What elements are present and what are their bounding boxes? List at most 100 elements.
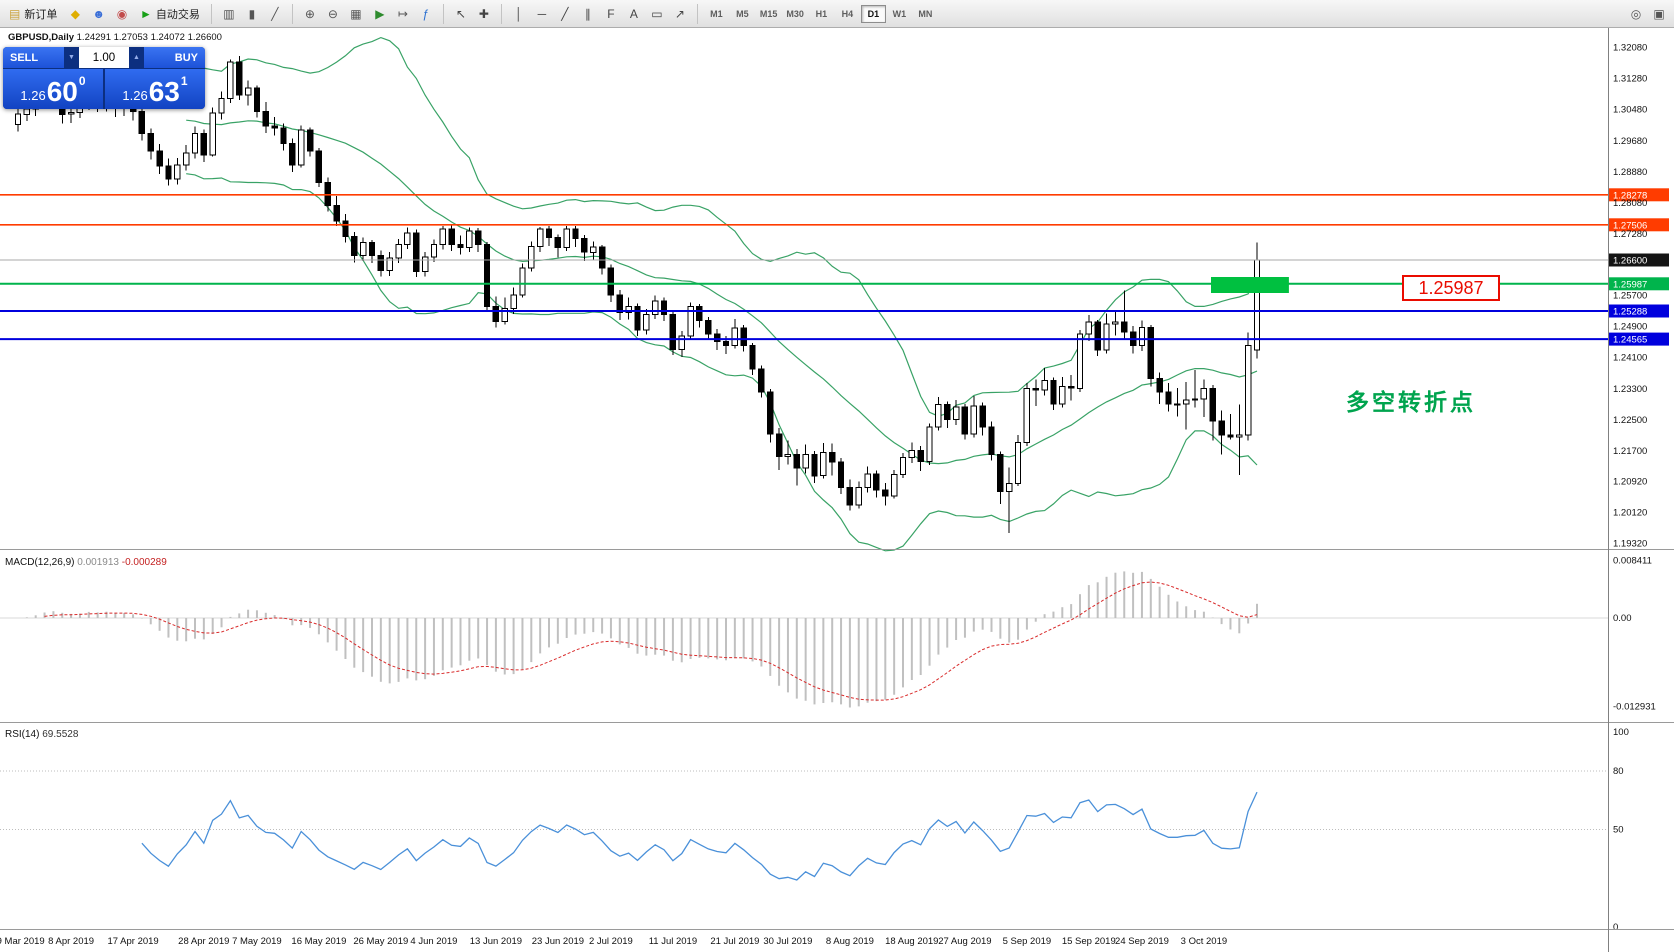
svg-text:23 Jun 2019: 23 Jun 2019 — [532, 936, 584, 947]
price-axis[interactable]: 1.32080 1.31280 1.30480 1.29680 1.28880 1.280… — [1613, 43, 1647, 550]
zoom-out-button[interactable]: ⊖ — [322, 3, 344, 25]
timeframe-h1-button[interactable]: H1 — [809, 5, 834, 23]
channel-button[interactable]: ∥ — [577, 3, 599, 25]
svg-text:1.25700: 1.25700 — [1613, 291, 1647, 302]
line-chart-icon: ╱ — [271, 6, 279, 21]
chart-shift-button[interactable]: ↦ — [392, 3, 414, 25]
svg-text:21 Jul 2019: 21 Jul 2019 — [710, 936, 759, 947]
metaeditor-button[interactable]: ◆ — [64, 3, 86, 25]
quick-search-button[interactable]: ◎ — [1625, 3, 1647, 25]
cursor-icon-group: ↖ ✚ — [450, 3, 495, 25]
svg-text:18 Aug 2019: 18 Aug 2019 — [885, 936, 938, 947]
indicators-icon: ƒ — [422, 6, 430, 21]
svg-text:1.28880: 1.28880 — [1613, 167, 1647, 178]
horizontal-line-icon: ─ — [537, 6, 547, 21]
community-button[interactable]: ◉ — [111, 3, 133, 25]
svg-text:1.28278: 1.28278 — [1613, 190, 1647, 201]
trade-panel-top-row: SELL ▼ ▲ BUY — [3, 47, 205, 68]
volume-decrease-button[interactable]: ▼ — [64, 47, 79, 68]
trendline-icon: ╱ — [561, 6, 569, 21]
toolbar-separator — [210, 3, 212, 24]
timeframe-m1-button[interactable]: M1 — [704, 5, 729, 23]
svg-text:4 Jun 2019: 4 Jun 2019 — [410, 936, 457, 947]
svg-text:1.25288: 1.25288 — [1613, 307, 1647, 318]
zoom-in-button[interactable]: ⊕ — [299, 3, 321, 25]
tile-windows-button[interactable]: ▦ — [345, 3, 367, 25]
trendline-button[interactable]: ╱ — [554, 3, 576, 25]
timeframe-h4-button[interactable]: H4 — [835, 5, 860, 23]
macd-indicator: 0.008411 0.00 -0.012931 MACD(12,26,9) 0.001… — [0, 555, 1656, 713]
crosshair-button[interactable]: ✚ — [473, 3, 495, 25]
autotrading-button[interactable]: ► 自动交易 — [135, 3, 205, 25]
fibonacci-button[interactable]: F — [600, 3, 622, 25]
highlight-rectangle[interactable] — [1211, 277, 1289, 293]
symbol-period-label: GBPUSD,Daily — [8, 32, 74, 43]
autoscroll-button[interactable]: ▶ — [369, 3, 391, 25]
svg-text:1.25987: 1.25987 — [1613, 279, 1647, 290]
arrow-tools-button[interactable]: ↗ — [669, 3, 691, 25]
horizontal-line-button[interactable]: ─ — [531, 3, 553, 25]
label-button[interactable]: ▭ — [646, 3, 668, 25]
svg-text:RSI(14) 69.5528: RSI(14) 69.5528 — [5, 729, 79, 740]
timeframe-w1-button[interactable]: W1 — [887, 5, 912, 23]
timeframe-m5-button[interactable]: M5 — [730, 5, 755, 23]
cursor-button[interactable]: ↖ — [450, 3, 472, 25]
new-order-button[interactable]: ▤ 新订单 — [4, 3, 62, 25]
price-chart: 1.282781.275061.259871.252881.245651.266… — [0, 28, 1674, 952]
volume-input[interactable] — [79, 47, 129, 68]
buy-button[interactable]: BUY — [144, 47, 205, 68]
chart-window: 1.28278 1.27506 1.25987 1.25288 1.24565 1.266… — [0, 28, 1674, 952]
buy-price-button[interactable]: 1.26 63 1 — [105, 69, 205, 109]
text-button[interactable]: A — [623, 3, 645, 25]
vertical-line-button[interactable]: │ — [508, 3, 530, 25]
zoom-icon-group: ⊕ ⊖ ▦ — [299, 3, 367, 25]
one-click-trading-panel: SELL ▼ ▲ BUY 1.26 60 0 1.26 63 1 — [3, 47, 205, 109]
sell-price-pip-digit: 0 — [78, 74, 86, 88]
autotrading-label: 自动交易 — [155, 8, 200, 21]
svg-text:1.28080: 1.28080 — [1613, 198, 1647, 209]
price-callout-box[interactable]: 1.25987 — [1402, 275, 1500, 301]
buy-price-pip-digit: 1 — [180, 74, 188, 88]
svg-text:0: 0 — [1613, 922, 1618, 933]
svg-text:1.26600: 1.26600 — [1613, 256, 1647, 267]
toolbar-separator — [696, 3, 698, 24]
svg-text:1.24565: 1.24565 — [1613, 335, 1647, 346]
volume-increase-button[interactable]: ▲ — [129, 47, 144, 68]
svg-text:50: 50 — [1613, 825, 1624, 836]
window-layout-button[interactable]: ▣ — [1648, 3, 1670, 25]
svg-text:1.29680: 1.29680 — [1613, 136, 1647, 147]
chart-shift-icon: ↦ — [397, 6, 408, 21]
new-order-label: 新订单 — [24, 8, 58, 21]
crosshair-icon: ✚ — [478, 6, 489, 21]
sell-price-button[interactable]: 1.26 60 0 — [3, 69, 103, 109]
svg-text:26 May 2019: 26 May 2019 — [353, 936, 408, 947]
svg-text:1.22500: 1.22500 — [1613, 415, 1647, 426]
bar-chart-button[interactable]: ▥ — [218, 3, 240, 25]
autoscroll-icon: ▶ — [375, 6, 385, 21]
zoom-out-icon: ⊖ — [327, 6, 338, 21]
indicators-button[interactable]: ƒ — [415, 3, 437, 25]
timeframe-d1-button[interactable]: D1 — [860, 4, 886, 23]
line-chart-button[interactable]: ╱ — [264, 3, 286, 25]
timeframe-mn-button[interactable]: MN — [913, 5, 938, 23]
timeframe-m30-button[interactable]: M30 — [782, 5, 808, 23]
sell-button[interactable]: SELL — [3, 47, 64, 68]
toolbar-separator — [500, 3, 502, 24]
turning-point-annotation[interactable]: 多空转折点 — [1346, 389, 1476, 415]
svg-text:1.30480: 1.30480 — [1613, 105, 1647, 116]
svg-text:24 Sep 2019: 24 Sep 2019 — [1115, 936, 1169, 947]
bollinger-bands — [186, 36, 1258, 552]
timeframe-button-group: M1 M5 M15 M30 H1 H4 D1 W1 MN — [704, 4, 938, 23]
cursor-icon: ↖ — [455, 6, 466, 21]
horizontal-line-objects[interactable] — [0, 194, 1608, 341]
candlestick-chart-button[interactable]: ▮ — [241, 3, 263, 25]
svg-text:13 Jun 2019: 13 Jun 2019 — [470, 936, 522, 947]
svg-text:1.21700: 1.21700 — [1613, 446, 1647, 457]
profile-icon: ☻ — [92, 6, 105, 21]
profile-button[interactable]: ☻ — [87, 3, 110, 25]
svg-text:15 Sep 2019: 15 Sep 2019 — [1062, 936, 1116, 947]
new-order-icon: ▤ — [9, 6, 21, 21]
timeframe-m15-button[interactable]: M15 — [756, 5, 782, 23]
ohlc-values-label: 1.24291 1.27053 1.24072 1.26600 — [76, 32, 222, 43]
